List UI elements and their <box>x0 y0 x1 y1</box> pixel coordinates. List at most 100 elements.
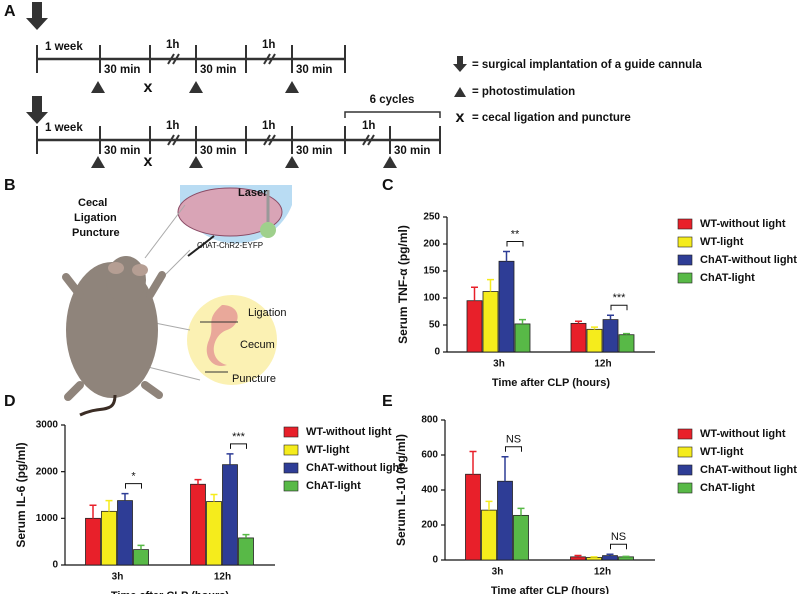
y-tick-label: 0 <box>52 560 58 571</box>
error-bar <box>623 332 630 335</box>
significance-bracket <box>610 543 627 550</box>
bar <box>586 328 603 353</box>
significance-bracket <box>505 446 522 452</box>
bar <box>117 500 133 566</box>
y-tick-label: 150 <box>423 266 440 277</box>
x-axis-label: Time after CLP (hours) <box>491 585 610 594</box>
interval-label: 30 min <box>200 145 236 157</box>
x-tick-label: 3h <box>112 572 124 583</box>
y-axis-label: Serum IL-6 (pg/ml) <box>14 442 28 547</box>
interval-label: 1h <box>262 120 275 132</box>
error-bar <box>606 553 614 556</box>
y-tick-label: 400 <box>421 485 438 496</box>
bar <box>514 323 531 353</box>
error-bar <box>575 320 582 324</box>
error-bar <box>607 314 614 320</box>
bar <box>481 509 497 561</box>
diagram-label: Ligation <box>74 212 117 224</box>
cycles-label: 6 cycles <box>370 94 415 106</box>
y-tick-label: 0 <box>434 347 440 358</box>
x-tick-label: 12h <box>214 572 231 583</box>
error-bar <box>574 554 582 557</box>
bar <box>497 480 513 561</box>
legend-label: WT-without light <box>306 426 392 438</box>
error-bar <box>469 450 477 475</box>
interval-label: 1h <box>166 39 179 51</box>
x-axis-label: Time after CLP (hours) <box>111 590 230 594</box>
bar <box>465 473 481 561</box>
y-tick-label: 100 <box>423 293 440 304</box>
error-bar <box>590 556 598 558</box>
bar <box>190 483 206 566</box>
interval-label: 30 min <box>200 64 236 76</box>
x-tick-label: 3h <box>492 567 504 578</box>
x-tick-label: 3h <box>493 359 505 370</box>
legend-label: ChAT-without light <box>700 254 797 266</box>
legend-label: ChAT-without light <box>700 464 797 476</box>
key-label: = photostimulation <box>472 86 575 98</box>
significance-label: NS <box>506 434 521 446</box>
bar <box>101 510 117 566</box>
legend-swatch <box>677 482 693 494</box>
y-tick-label: 800 <box>421 415 438 426</box>
bar <box>206 501 222 566</box>
bar <box>222 464 238 566</box>
y-tick-label: 2000 <box>36 466 59 477</box>
legend-swatch <box>677 464 693 476</box>
panel-label: D <box>4 393 16 410</box>
significance-bracket <box>125 483 142 489</box>
y-tick-label: 50 <box>429 320 441 331</box>
legend-swatch <box>677 272 693 284</box>
error-bar <box>194 478 202 485</box>
legend-label: WT-light <box>700 236 744 248</box>
x-tick-label: 12h <box>594 359 611 370</box>
legend-label: ChAT-without light <box>306 462 403 474</box>
legend-swatch <box>283 462 299 474</box>
bar <box>466 300 483 353</box>
timeline-2: x <box>26 96 441 170</box>
bar <box>498 260 515 353</box>
interval-label: 30 min <box>104 145 140 157</box>
diagram-label: Puncture <box>232 373 276 385</box>
error-bar <box>519 318 526 324</box>
error-bar <box>503 250 510 262</box>
key-label: = cecal ligation and puncture <box>472 112 631 124</box>
interval-label: 30 min <box>104 64 140 76</box>
interval-label: 1 week <box>45 41 83 53</box>
diagram-label: Ligation <box>248 307 287 319</box>
significance-label: * <box>131 471 136 483</box>
bar <box>602 555 618 561</box>
interval-label: 1h <box>362 120 375 132</box>
svg-text:x: x <box>144 79 153 96</box>
error-bar <box>121 492 129 501</box>
legend-swatch <box>677 428 693 440</box>
interval-label: 1h <box>262 39 275 51</box>
bar <box>602 319 619 353</box>
legend-swatch <box>283 480 299 492</box>
significance-label: NS <box>611 531 626 543</box>
interval-label: 1 week <box>45 122 83 134</box>
interval-label: 30 min <box>394 145 430 157</box>
symbol-key: x <box>453 56 467 126</box>
legend-label: WT-without light <box>700 428 786 440</box>
error-bar <box>242 533 250 538</box>
legend-swatch <box>677 236 693 248</box>
bar <box>618 556 634 561</box>
legend-swatch <box>677 446 693 458</box>
legend-swatch <box>677 218 693 230</box>
error-bar <box>210 493 218 502</box>
y-axis-label: Serum IL-10 (pg/ml) <box>394 434 408 546</box>
significance-bracket <box>610 304 628 311</box>
bar <box>513 514 529 561</box>
legend-swatch <box>677 254 693 266</box>
diagram-label: Cecum <box>240 339 275 351</box>
legend-label: WT-light <box>700 446 744 458</box>
y-tick-label: 200 <box>423 239 440 250</box>
significance-label: *** <box>232 431 246 443</box>
significance-bracket <box>506 241 524 247</box>
significance-label: *** <box>613 292 627 304</box>
svg-text:x: x <box>456 109 465 126</box>
diagram-label: Laser <box>238 187 268 199</box>
diagram-label: ChAT-ChR2-EYFP <box>197 241 263 250</box>
